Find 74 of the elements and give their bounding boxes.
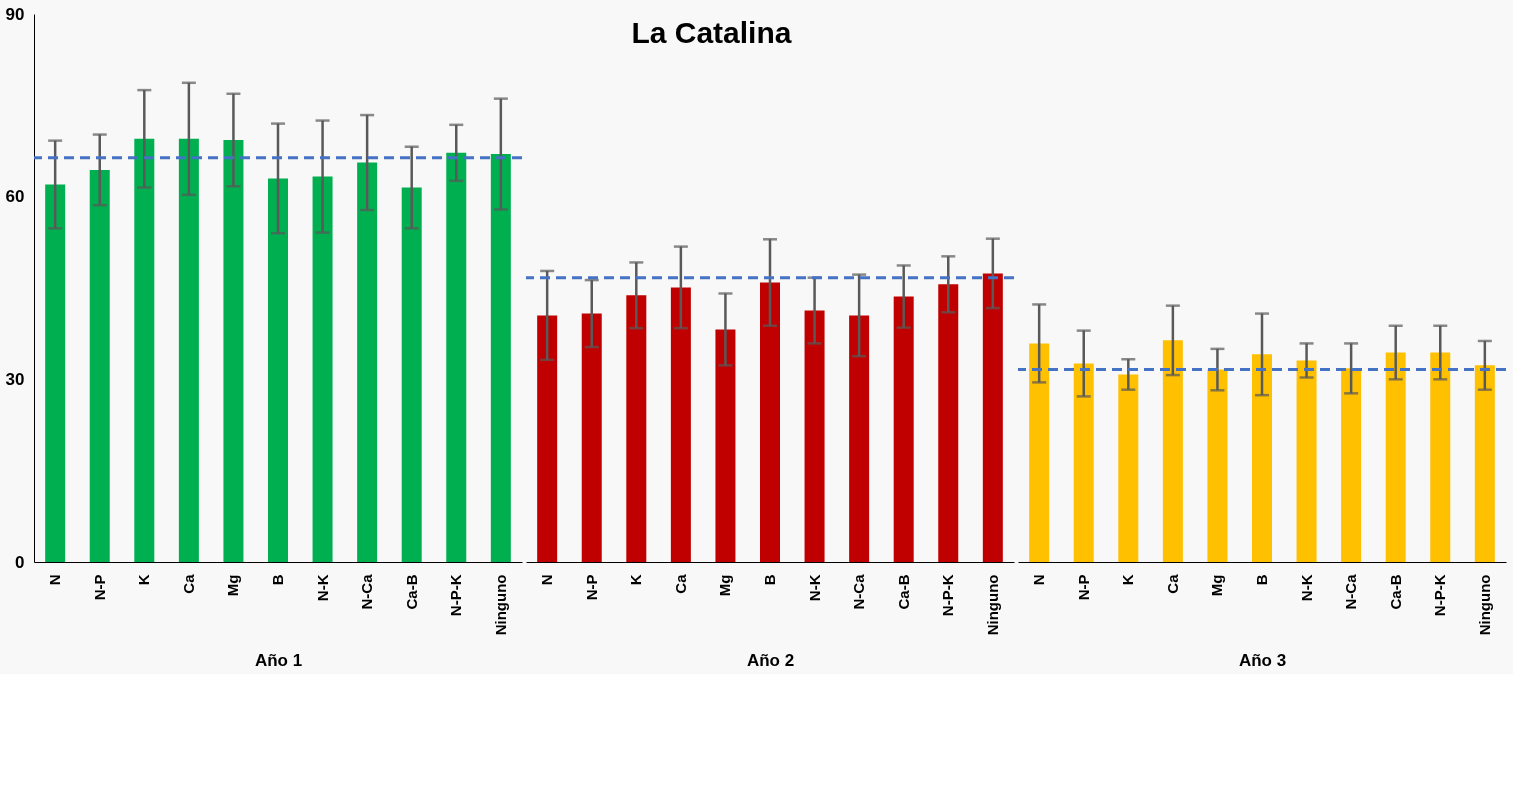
x-tick-label: N-P (90, 574, 108, 601)
bar (804, 310, 825, 562)
x-tick-label: Ca (1163, 573, 1181, 594)
x-tick-label: N-K (1297, 574, 1315, 602)
bar (312, 176, 333, 562)
y-tick-label: 60 (5, 187, 25, 207)
bar (1252, 354, 1272, 562)
bar (893, 296, 914, 562)
x-tick-label: B (269, 574, 286, 586)
x-tick-label: Ca-B (1386, 574, 1404, 610)
x-tick-label: B (761, 574, 778, 586)
bar (581, 313, 602, 562)
bar (223, 140, 244, 562)
x-tick-label: Ninguno (491, 574, 509, 636)
x-tick-label: Mg (224, 574, 242, 597)
x-tick-label: N-P-K (447, 574, 465, 617)
bar (1162, 340, 1183, 562)
bar (178, 138, 199, 562)
x-tick-label: Ca-B (402, 574, 420, 610)
bar (1118, 374, 1139, 562)
bar (490, 154, 511, 562)
bar (134, 138, 155, 562)
x-tick-label: K (135, 574, 153, 586)
bar (1073, 363, 1094, 562)
bar (626, 295, 647, 562)
x-tick-label: Mg (1208, 574, 1226, 597)
chart-title: La Catalina (631, 16, 792, 49)
x-tick-label: B (1253, 574, 1270, 586)
bar (357, 162, 378, 562)
bar (715, 329, 736, 562)
bar (760, 282, 780, 562)
bar (1474, 365, 1495, 562)
bar (982, 273, 1003, 562)
x-tick-label: K (627, 574, 645, 586)
x-tick-label: N-P-K (939, 574, 957, 617)
x-tick-label: Mg (716, 574, 734, 597)
x-tick-label: Ca (671, 573, 689, 594)
x-tick-label: K (1119, 574, 1137, 586)
bar (401, 187, 422, 562)
x-tick-label: N-P-K (1431, 574, 1449, 617)
x-tick-label: N-K (313, 574, 331, 602)
y-tick-label: 0 (15, 552, 25, 572)
x-tick-label: Ca (179, 573, 197, 594)
bar (849, 315, 870, 562)
x-tick-label: Ninguno (983, 574, 1001, 636)
bar (537, 315, 558, 562)
y-tick-label: 30 (5, 369, 25, 389)
x-tick-label: Ninguno (1475, 574, 1493, 636)
bar (1430, 352, 1451, 562)
bar (45, 184, 66, 562)
x-tick-label: N-K (805, 574, 823, 602)
bar (1029, 343, 1050, 562)
x-axis-title: Año 2 (746, 651, 795, 671)
bar (268, 178, 288, 562)
bar (1341, 368, 1362, 562)
bar (1207, 369, 1228, 562)
bar (1385, 352, 1406, 562)
bar (1296, 360, 1317, 562)
bar (446, 152, 467, 562)
x-axis-title: Año 3 (1238, 651, 1287, 671)
x-tick-label: N-Ca (358, 573, 376, 610)
x-tick-label: N-P (1074, 574, 1092, 601)
y-tick-label: 90 (5, 4, 25, 24)
x-tick-label: N (1030, 574, 1048, 586)
bar (89, 169, 110, 562)
x-tick-label: N (46, 574, 64, 586)
x-tick-label: N-P (582, 574, 600, 601)
x-tick-label: N (538, 574, 556, 586)
x-tick-label: Ca-B (894, 574, 912, 610)
x-axis-title: Año 1 (254, 651, 303, 671)
x-tick-label: N-Ca (850, 573, 868, 610)
bar (670, 287, 691, 562)
bar (938, 284, 959, 562)
x-tick-label: N-Ca (1342, 573, 1360, 610)
